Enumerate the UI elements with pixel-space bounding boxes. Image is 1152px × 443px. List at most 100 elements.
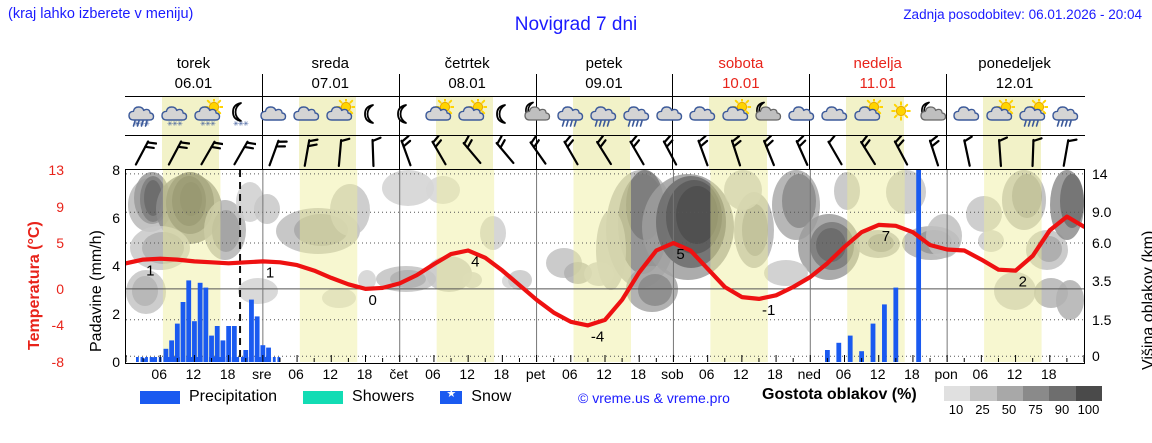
cloud-icon xyxy=(292,99,322,133)
day-date: 10.01 xyxy=(722,74,760,92)
cloud-density-tick: 25 xyxy=(975,402,990,417)
x-tick-label: sob xyxy=(661,366,684,382)
x-tick-label: 12 xyxy=(869,366,886,382)
x-tick-label: 18 xyxy=(356,366,373,382)
wind-barb-icon xyxy=(688,135,718,170)
moon-cloud-icon xyxy=(919,99,949,133)
x-tick-label: 18 xyxy=(219,366,236,382)
wind-barb-icon xyxy=(457,135,487,170)
moon-cloud-icon xyxy=(754,99,784,133)
daylight-band xyxy=(572,136,630,169)
x-tick-label: 06 xyxy=(698,366,715,382)
day-separator xyxy=(261,74,263,96)
wind-barb-icon xyxy=(820,134,850,170)
day-name: sreda xyxy=(311,55,350,72)
series-legend: Precipitation Showers ★ Snow xyxy=(140,386,537,408)
snow-star-icon: ★ xyxy=(446,387,457,400)
svg-text:✳: ✳ xyxy=(134,120,140,128)
temperature-value-label: 1 xyxy=(266,264,274,281)
temperature-line xyxy=(126,214,1084,328)
cloud-rain-icon xyxy=(556,99,586,133)
day-separator xyxy=(946,136,948,169)
sun-icon xyxy=(886,99,916,133)
wind-barb-icon xyxy=(787,134,817,170)
wind-barb-icon xyxy=(1018,136,1048,170)
daylight-band xyxy=(161,136,220,169)
cloud-rain-icon xyxy=(1051,99,1081,133)
day-separator xyxy=(946,97,948,135)
temperature-value-label: -1 xyxy=(762,302,775,319)
cloud-rain-snow-icon: ✳ ✳ ✳ xyxy=(127,99,157,133)
copyright-link[interactable]: © vreme.us & vreme.pro xyxy=(578,390,730,406)
x-tick-label: 18 xyxy=(1040,366,1057,382)
svg-text:✳: ✳ xyxy=(243,120,249,128)
temperature-tick: -8 xyxy=(51,354,64,370)
cloud-density-step xyxy=(970,386,997,401)
cloud-density-title: Gostota oblakov (%) xyxy=(762,386,917,403)
showers-legend-label: Showers xyxy=(352,388,415,405)
day-date: 09.01 xyxy=(585,74,623,92)
cloud-density-tick: 90 xyxy=(1054,402,1070,417)
day-headers-row: torek 06.01 sreda 07.01 četrtek 08.01 petek 09.… xyxy=(125,52,1085,96)
cloud-snow-icon: ✳ ✳ ✳ xyxy=(160,99,190,133)
wind-barb-row xyxy=(125,134,1085,170)
day-separator xyxy=(672,136,674,169)
day-separator xyxy=(535,74,537,96)
wind-barb-icon xyxy=(919,135,949,170)
sun-cloud-snow-icon: ✳ ✳ ✳ xyxy=(193,97,224,133)
wind-barb-icon xyxy=(886,134,916,170)
wind-barb-icon xyxy=(556,134,586,170)
wind-barb-icon xyxy=(721,135,751,170)
wind-barb-icon xyxy=(985,136,1015,170)
x-tick-label: 06 xyxy=(425,366,441,382)
svg-text:✳: ✳ xyxy=(238,120,244,128)
temperature-value-label: -4 xyxy=(591,328,604,345)
x-tick-label: 18 xyxy=(493,366,510,382)
temperature-value-label: 1 xyxy=(146,263,154,280)
wind-barb-icon xyxy=(589,134,619,170)
temperature-tick: 5 xyxy=(56,235,64,252)
x-tick-label: 12 xyxy=(733,366,749,382)
day-date: 12.01 xyxy=(995,74,1034,92)
precipitation-swatch xyxy=(140,390,180,404)
day-separator xyxy=(535,136,537,169)
x-tick-label: pon xyxy=(934,366,958,382)
sun-cloud-icon xyxy=(985,97,1017,133)
wind-barb-icon xyxy=(160,136,190,170)
x-axis-labels: 06 12 18 sre 06 12 18 čet 06 12 18 pet 06 12 18 sob 06 12… xyxy=(125,366,1085,384)
cloud-density-colorbar xyxy=(944,386,1102,401)
precipitation-tick: 0 xyxy=(112,354,120,370)
svg-text:✳: ✳ xyxy=(172,120,178,128)
day-header-četrtek: četrtek 08.01 xyxy=(399,54,536,94)
precipitation-tick: 8 xyxy=(112,162,120,178)
cloud-density-tick: 10 xyxy=(948,402,964,417)
wind-barb-icon xyxy=(754,134,784,170)
svg-text:✳: ✳ xyxy=(144,120,150,128)
x-tick-label: 06 xyxy=(972,366,989,382)
showers-swatch xyxy=(303,390,344,404)
day-header-nedelja: nedelja 11.01 xyxy=(809,54,946,94)
wind-barb-icon xyxy=(292,136,322,170)
day-header-torek: torek 06.01 xyxy=(125,54,262,94)
weather-icon-row: ✳ ✳ ✳ ✳ ✳ ✳ ✳ ✳ ✳ ✳ ✳ ✳ xyxy=(125,96,1085,136)
cloud-icon xyxy=(655,99,685,133)
precipitation-tick: 6 xyxy=(112,210,120,226)
day-separator xyxy=(946,74,948,96)
cloud-height-tick: 0 xyxy=(1092,348,1100,365)
day-separator xyxy=(672,74,674,96)
x-tick-label: 12 xyxy=(1006,366,1023,382)
cloud-height-tick: 9.0 xyxy=(1092,204,1112,221)
snow-swatch: ★ xyxy=(440,388,463,404)
meteogram-plot[interactable]: ✳ ✳ ✳ ✳ ✳ ✳ ✳ ✳ ✳ ✳ ✳ ✳ xyxy=(125,96,1085,364)
wind-barb-icon xyxy=(853,134,883,170)
day-date: 07.01 xyxy=(311,74,350,92)
page-title: Novigrad 7 dni xyxy=(514,14,638,35)
day-separator xyxy=(809,136,811,169)
cloud-density-tick: 75 xyxy=(1028,402,1043,417)
cloud-density-step xyxy=(944,386,971,401)
day-name: torek xyxy=(176,55,211,72)
svg-text:✳: ✳ xyxy=(139,120,145,128)
day-date: 11.01 xyxy=(859,74,896,92)
cloud-density-tick: 100 xyxy=(1077,402,1100,417)
